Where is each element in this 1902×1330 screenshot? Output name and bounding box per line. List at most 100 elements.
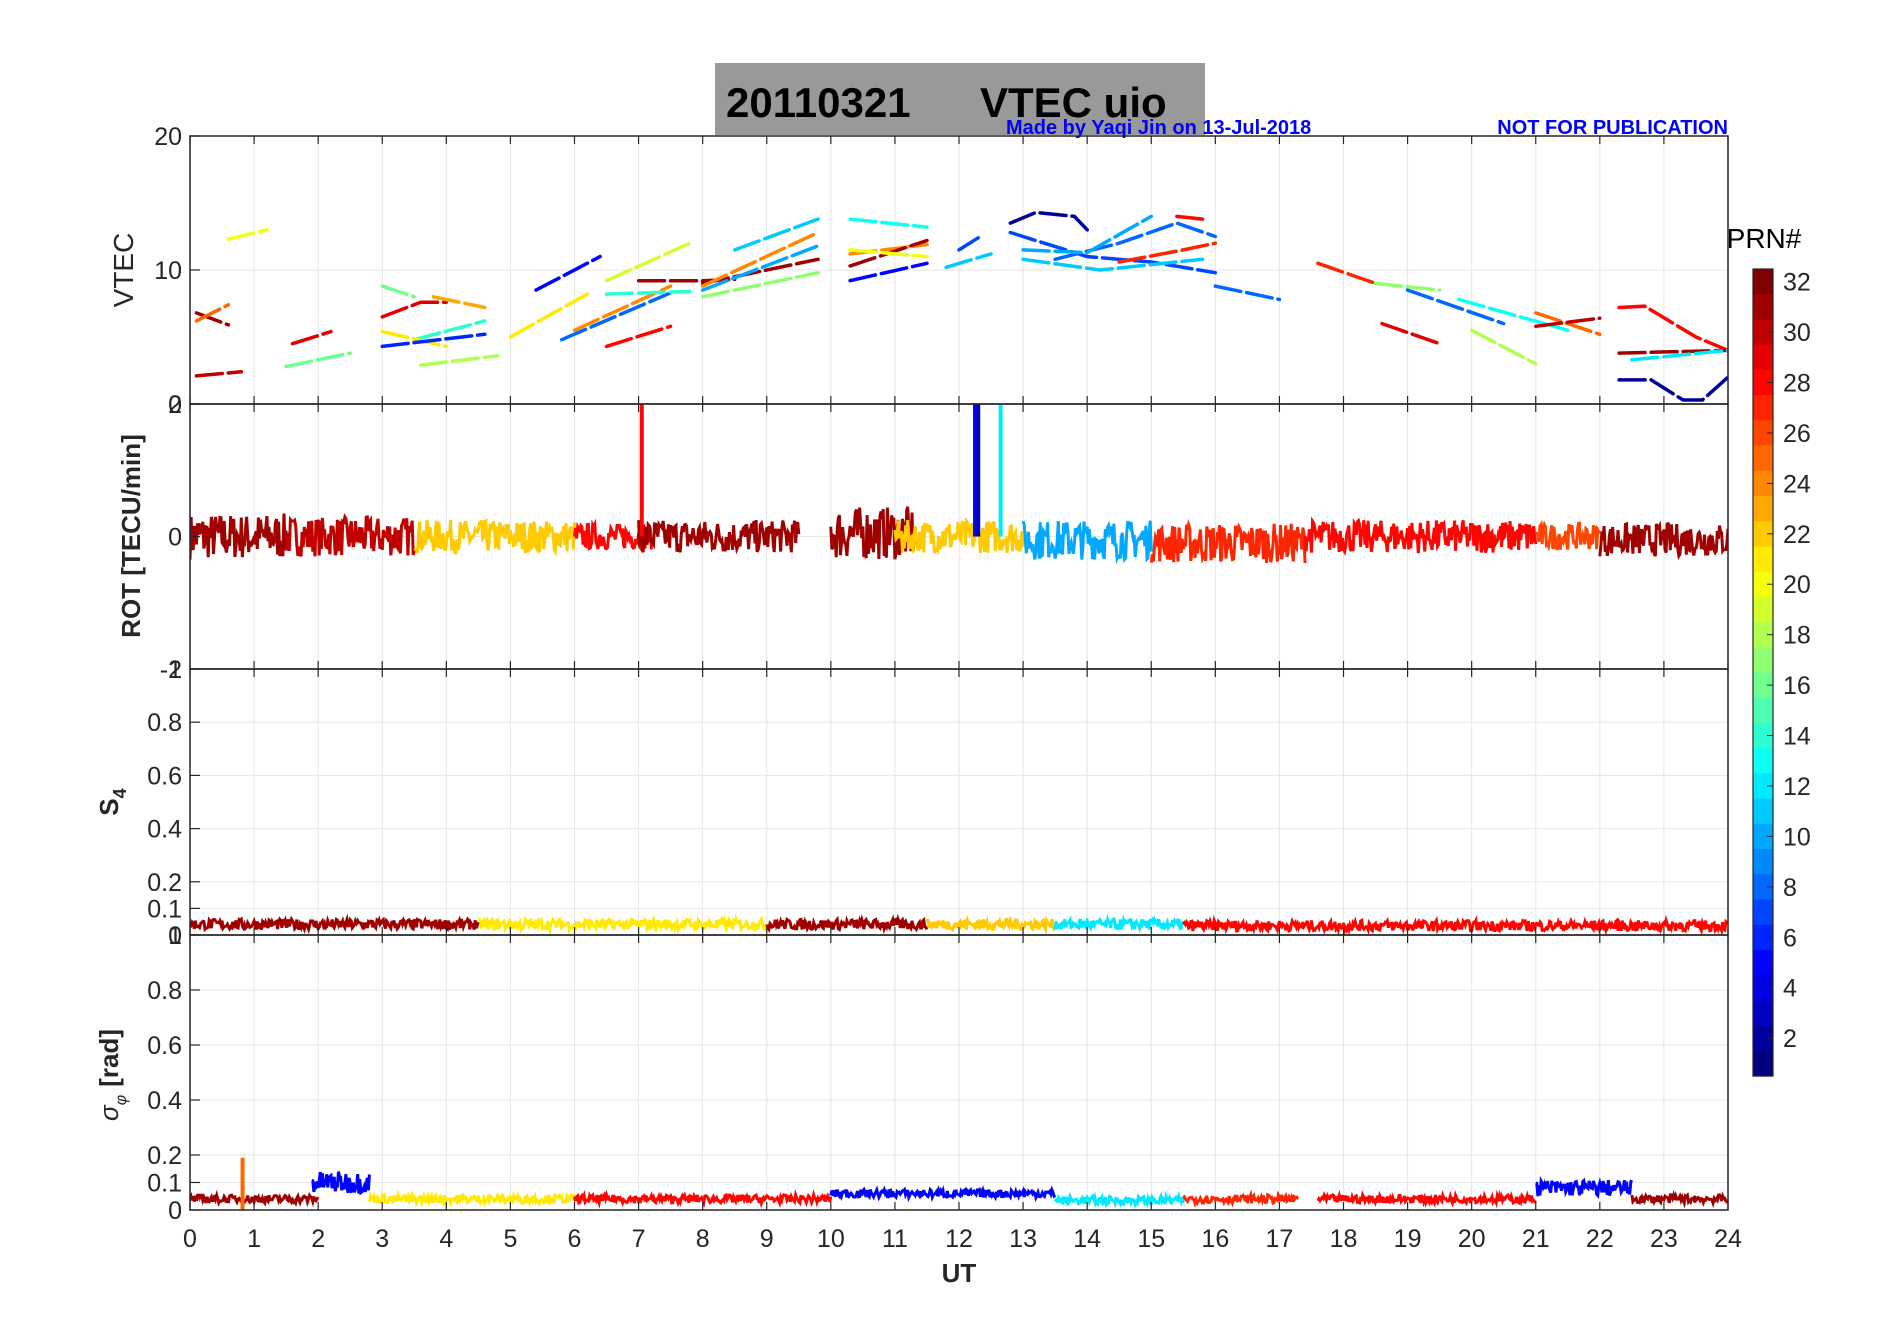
vtec-series-line <box>944 252 993 270</box>
vtec-series-line <box>418 354 500 367</box>
vtec-series-line <box>1213 284 1282 302</box>
y-tick-label: 1 <box>168 656 182 684</box>
y-tick-label: 0.4 <box>147 1087 182 1115</box>
noise-band-line <box>311 1171 371 1196</box>
x-tick-label: 11 <box>882 1225 908 1253</box>
colorbar-segment <box>1753 1050 1773 1077</box>
x-tick-label: 14 <box>1073 1225 1101 1253</box>
vtec-series-line <box>1617 375 1728 402</box>
sigma-ylabel-prefix: σ <box>94 1104 124 1121</box>
colorbar-segment <box>1753 269 1773 295</box>
colorbar-tick-label: 30 <box>1783 319 1811 347</box>
colorbar-segment <box>1753 521 1773 548</box>
y-tick-label: 0.2 <box>147 1142 182 1170</box>
noise-band-line <box>1303 516 1538 556</box>
y-tick-label: 0.6 <box>147 1032 182 1060</box>
colorbar-segment <box>1753 697 1773 724</box>
vtec-series-line <box>604 289 692 296</box>
title-block: 20110321 VTEC uio <box>715 63 1205 135</box>
x-tick-label: 6 <box>568 1225 582 1253</box>
colorbar-tick-label: 24 <box>1783 470 1811 498</box>
sigma-ylabel: σφ [rad] <box>94 1029 130 1121</box>
colorbar-segment <box>1753 647 1773 674</box>
noise-band-line <box>925 914 1057 935</box>
y-tick-label: 0.4 <box>147 816 182 844</box>
colorbar-segment <box>1753 470 1773 497</box>
vtec-series-line <box>290 329 333 346</box>
vtec-series-line <box>957 236 980 252</box>
noise-band-line <box>1053 913 1185 933</box>
vtec-series-line <box>1405 288 1506 326</box>
colorbar-segment <box>1753 949 1773 976</box>
svg-text:σφ[rad]: σφ [rad] <box>94 1029 130 1121</box>
y-tick-label: 10 <box>154 257 182 285</box>
colorbar-segment <box>1753 748 1773 774</box>
colorbar-segment <box>1753 722 1773 749</box>
colorbar-segment <box>1753 420 1773 447</box>
x-tick-label: 2 <box>311 1225 325 1253</box>
colorbar-segment <box>1753 622 1773 648</box>
rot-ylabel: ROT [TECU/min] <box>116 434 146 638</box>
noise-band-line <box>637 519 801 555</box>
noise-band-line <box>829 506 916 560</box>
vtec-ylabel: VTEC <box>108 233 139 308</box>
x-tick-label: 12 <box>945 1225 973 1253</box>
colorbar-segment <box>1753 395 1773 421</box>
vtec-series-line <box>700 244 820 292</box>
colorbar-tick-label: 22 <box>1783 521 1811 549</box>
noise-band-line <box>284 513 416 557</box>
colorbar-tick-label: 14 <box>1783 723 1811 751</box>
data-marks <box>190 1157 1728 1210</box>
vtec-series-line <box>1469 328 1538 366</box>
noise-band-line <box>765 913 929 935</box>
x-axis-label: UT <box>942 1258 977 1288</box>
colorbar-tick-label: 32 <box>1783 269 1811 297</box>
s4-ylabel: S4 <box>94 788 130 815</box>
colorbar-segment <box>1753 1000 1773 1027</box>
x-tick-label: 0 <box>183 1225 197 1253</box>
data-marks <box>190 404 1728 565</box>
vtec-series-line <box>604 241 692 283</box>
data-marks <box>194 210 1728 402</box>
colorbar-segment <box>1753 849 1773 875</box>
x-tick-label: 15 <box>1137 1225 1165 1253</box>
vtec-series-line <box>559 291 673 342</box>
colorbar-segment <box>1753 1025 1773 1052</box>
vtec-series-line <box>1008 230 1218 275</box>
noise-band-line <box>190 1189 320 1208</box>
noise-band-line <box>190 513 288 560</box>
noise-band-line <box>1021 520 1153 565</box>
colorbar-segment <box>1753 344 1773 371</box>
vtec-series-line <box>1021 214 1154 255</box>
y-tick-label: 0.2 <box>147 869 182 897</box>
title-date: 20110321 <box>726 79 911 126</box>
vtec-series-line <box>700 230 820 288</box>
colorbar-segment <box>1753 874 1773 901</box>
vtec-series-line <box>1316 261 1378 286</box>
colorbar-segment <box>1753 773 1773 800</box>
x-tick-label: 10 <box>817 1225 845 1253</box>
vtec-series-line <box>380 284 417 299</box>
x-tick-label: 17 <box>1266 1225 1294 1253</box>
colorbar-segment <box>1753 596 1773 623</box>
x-tick-label: 1 <box>247 1225 261 1253</box>
colorbar-segment <box>1753 823 1773 850</box>
y-tick-label: 0 <box>168 922 182 950</box>
y-tick-label: 0 <box>168 391 182 419</box>
colorbar-segment <box>1753 369 1773 396</box>
colorbar-tick-label: 18 <box>1783 622 1811 650</box>
noise-band-line <box>1053 1190 1185 1210</box>
vtec-series-line <box>1008 210 1089 232</box>
noise-band-line <box>1630 1189 1728 1209</box>
colorbar-tick-label: 26 <box>1783 420 1811 448</box>
colorbar-frame <box>1752 268 1774 1077</box>
colorbar-segment <box>1753 445 1773 472</box>
colorbar-tick-label: 16 <box>1783 672 1811 700</box>
y-tick-label: 0.8 <box>147 977 182 1005</box>
title-text: VTEC uio <box>980 79 1167 126</box>
credit-notice: NOT FOR PUBLICATION <box>1497 117 1728 139</box>
vtec-series-line <box>732 217 820 252</box>
colorbar-tick-label: 2 <box>1783 1025 1797 1053</box>
noise-band-line <box>1598 520 1728 561</box>
vtec-series-line <box>1534 316 1602 329</box>
